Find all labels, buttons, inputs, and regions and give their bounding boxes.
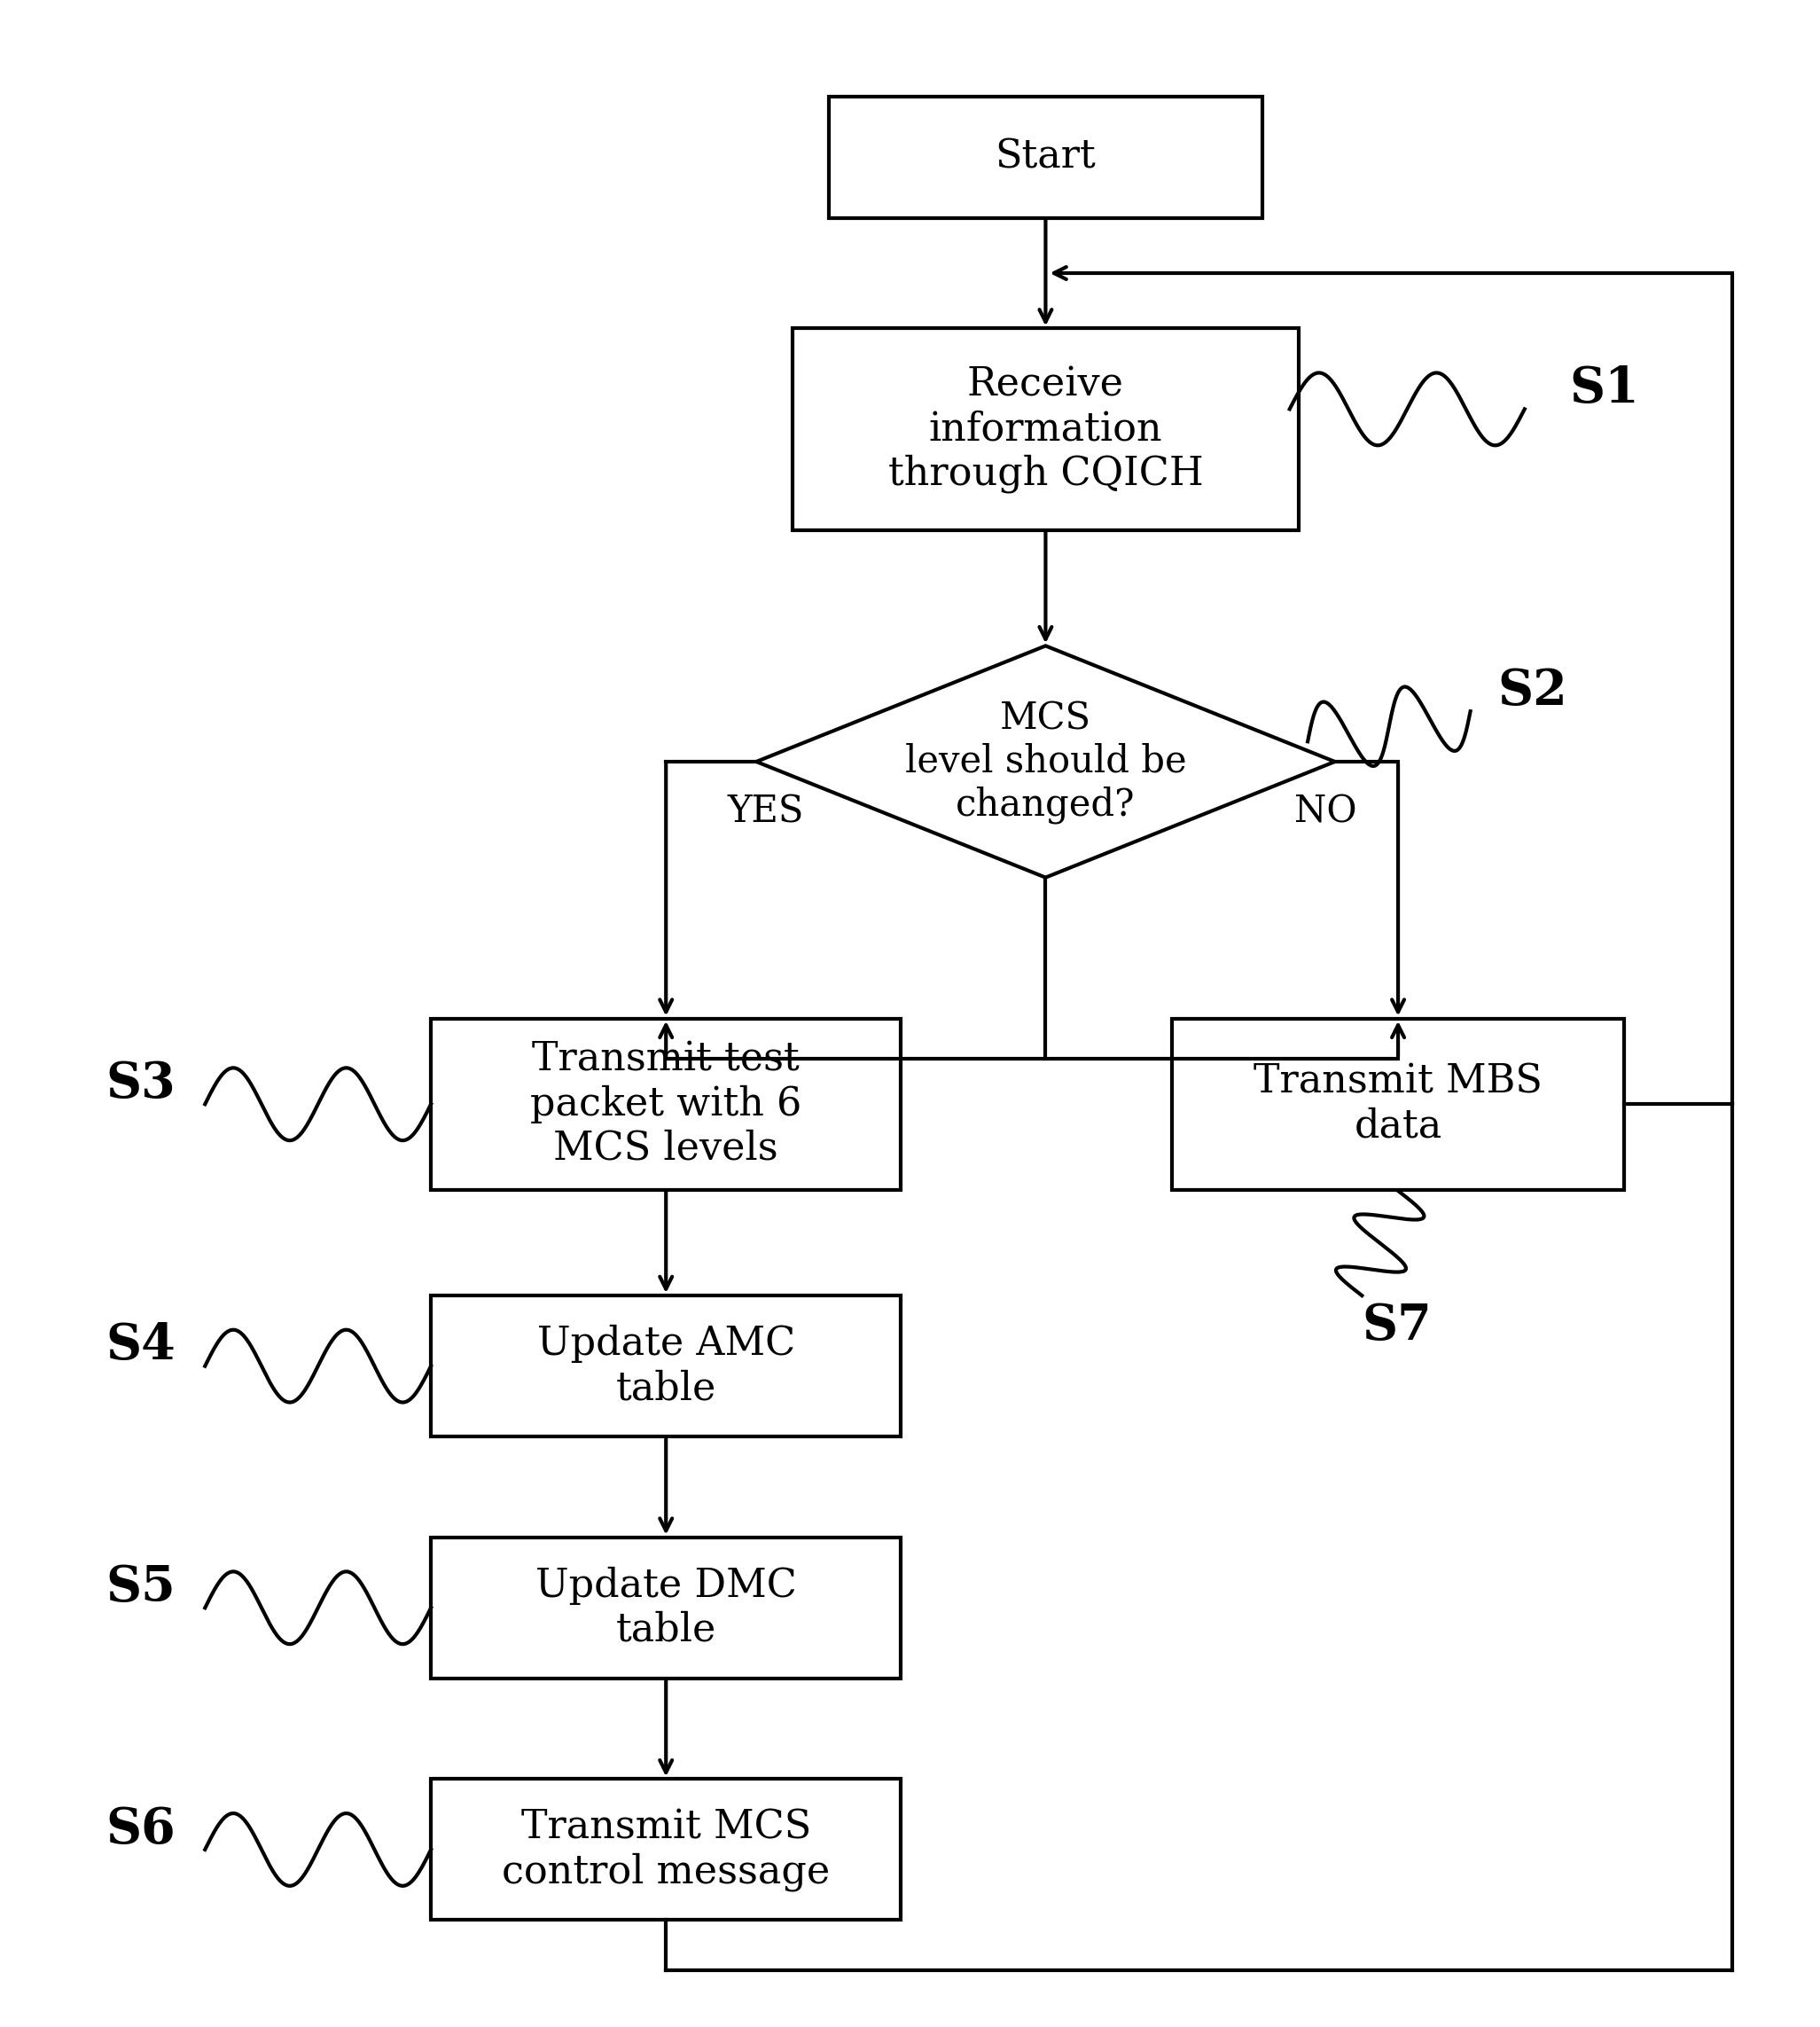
Text: S1: S1 [1571,365,1640,414]
Text: NO: NO [1294,793,1358,831]
Text: Start: Start [996,138,1096,176]
Text: Receive
information
through CQICH: Receive information through CQICH [888,365,1203,493]
Text: S6: S6 [106,1806,175,1855]
Text: Transmit MBS
data: Transmit MBS data [1254,1062,1543,1145]
FancyBboxPatch shape [431,1536,901,1678]
FancyBboxPatch shape [431,1018,901,1190]
Text: S7: S7 [1361,1301,1432,1350]
FancyBboxPatch shape [431,1780,901,1920]
Text: Update DMC
table: Update DMC table [535,1567,797,1650]
FancyBboxPatch shape [1172,1018,1623,1190]
FancyBboxPatch shape [828,97,1263,217]
Text: S4: S4 [106,1322,175,1370]
Polygon shape [757,647,1334,878]
FancyBboxPatch shape [792,328,1299,529]
Text: S2: S2 [1498,667,1567,716]
Text: Update AMC
table: Update AMC table [537,1326,795,1407]
Text: Transmit test
packet with 6
MCS levels: Transmit test packet with 6 MCS levels [530,1040,801,1168]
Text: S5: S5 [106,1563,175,1611]
FancyBboxPatch shape [431,1295,901,1437]
Text: YES: YES [728,793,804,831]
Text: S3: S3 [106,1060,175,1109]
Text: Transmit MCS
control message: Transmit MCS control message [502,1808,830,1891]
Text: MCS
level should be
changed?: MCS level should be changed? [905,699,1187,823]
